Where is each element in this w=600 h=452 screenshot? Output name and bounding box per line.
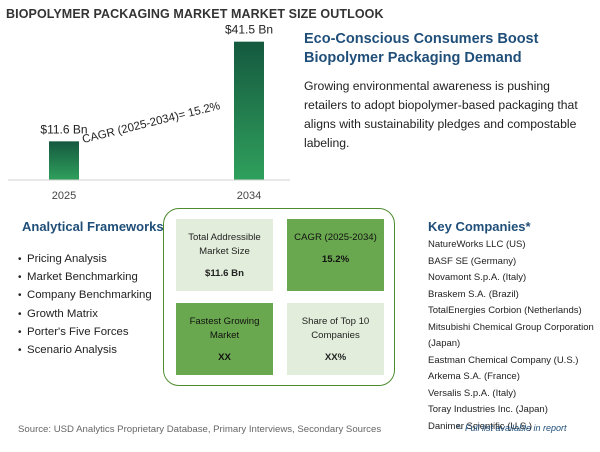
company-item: Braskem S.A. (Brazil) [428, 288, 519, 300]
bar-2034 [234, 41, 264, 180]
company-item: Novamont S.p.A. (Italy) [428, 272, 527, 283]
company-item: Mitsubishi Chemical Group Corporation [428, 321, 594, 333]
x-tick-label: 2034 [237, 190, 261, 202]
company-item: Danimer Scientific (U.S.) [428, 420, 532, 432]
metric-value: 15.2% [321, 254, 350, 265]
metric-cagr: CAGR (2025-2034) 15.2% [287, 219, 384, 291]
company-item: Eastman Chemical Company (U.S.) [428, 354, 579, 366]
x-tick-label: 2025 [52, 190, 76, 202]
source-note: Source: USD Analytics Proprietary Databa… [18, 424, 382, 435]
framework-item: Growth Matrix [18, 305, 152, 323]
bar-data-label: $11.6 Bn [40, 122, 87, 136]
metric-label: Share of Top 10 Companies [301, 316, 370, 341]
company-item: TotalEnergies Corbion (Netherlands) [428, 305, 582, 316]
metric-value: $11.6 Bn [205, 268, 244, 279]
company-item: Arkema S.A. (France) [428, 371, 520, 382]
frameworks-list: Pricing Analysis Market Benchmarking Com… [18, 250, 152, 359]
company-item: Versalis S.p.A. (Italy) [428, 387, 517, 399]
bar-2025 [49, 141, 79, 180]
framework-item: Company Benchmarking [18, 286, 152, 304]
metric-value: XX [218, 352, 231, 363]
companies-note: *- Full list available in report [456, 423, 567, 433]
metric-market-size: Total Addressible Market Size $11.6 Bn [176, 219, 273, 291]
companies-list: NatureWorks LLC (US) BASF SE (Germany) N… [428, 237, 594, 435]
headline: Eco-Conscious Consumers Boost Biopolymer… [304, 31, 539, 66]
framework-item: Pricing Analysis [18, 250, 152, 268]
company-item: NatureWorks LLC (US) [428, 239, 526, 250]
cagr-annotation: CAGR (2025-2034)= 15.2% [81, 100, 221, 146]
page-title: BIOPOLYMER PACKAGING MARKET MARKET SIZE … [6, 7, 384, 21]
metric-fastest-market: Fastest Growing Market XX [176, 303, 273, 375]
bar-chart: $11.6 Bn 2025 $41.5 Bn 2034 CAGR (2025-2034… [8, 23, 290, 202]
metric-label: Total Addressible Market Size [188, 232, 261, 257]
company-item: BASF SE (Germany) [428, 255, 517, 267]
frameworks-title: Analytical Frameworks [22, 219, 164, 234]
framework-item: Market Benchmarking [18, 268, 152, 286]
company-item: Toray Industries Inc. (Japan) [428, 404, 548, 415]
metric-label: CAGR (2025-2034) [294, 232, 377, 243]
company-item: (Japan) [428, 338, 461, 349]
framework-item: Porter's Five Forces [18, 323, 152, 341]
metrics-matrix [163, 208, 395, 386]
metric-top10-share: Share of Top 10 Companies XX% [287, 303, 384, 375]
description: Growing environmental awareness is pushi… [304, 79, 578, 150]
metric-value: XX% [324, 352, 347, 363]
bar-data-label: $41.5 Bn [225, 23, 273, 37]
framework-item: Scenario Analysis [18, 341, 152, 359]
metric-label: Fastest Growing Market [189, 316, 260, 341]
companies-title: Key Companies* [428, 219, 531, 234]
